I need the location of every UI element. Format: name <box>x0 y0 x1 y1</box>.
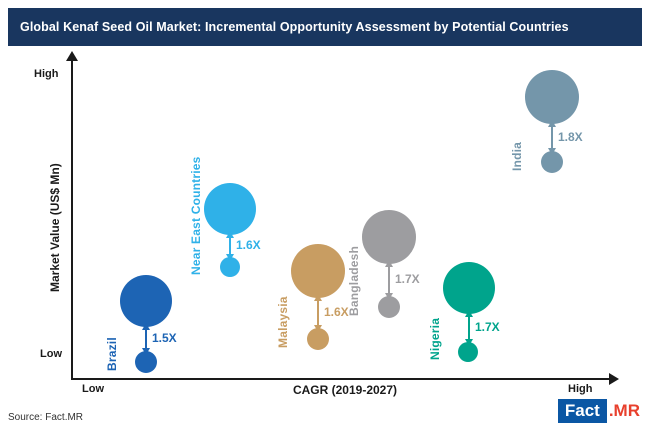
source-note: Source: Fact.MR <box>8 412 84 423</box>
x-tick-high: High <box>568 383 593 395</box>
country-label-nigeria: Nigeria <box>428 317 442 360</box>
bubble-large-malaysia <box>291 244 345 298</box>
x-tick-low: Low <box>82 383 104 395</box>
bubble-small-nigeria <box>458 342 478 362</box>
multiplier-label-brazil: 1.5X <box>152 331 177 345</box>
x-axis-line <box>71 378 611 380</box>
y-axis-arrow-icon <box>66 51 78 61</box>
bubble-small-bangladesh <box>378 296 400 318</box>
country-label-india: India <box>510 141 524 171</box>
bubble-small-india <box>541 151 563 173</box>
bubble-small-brazil <box>135 351 157 373</box>
x-axis-title: CAGR (2019-2027) <box>292 383 398 397</box>
bubble-large-near-east-countries <box>204 183 256 235</box>
country-label-malaysia: Malaysia <box>276 296 290 348</box>
growth-arrow-icon-bangladesh <box>384 260 394 300</box>
bubble-large-india <box>525 70 579 124</box>
multiplier-label-nigeria: 1.7X <box>475 320 500 334</box>
factmr-logo: Fact .MR <box>557 399 640 424</box>
multiplier-label-india: 1.8X <box>558 129 583 144</box>
multiplier-label-malaysia: 1.6X <box>324 305 349 319</box>
country-label-near-east-countries: Near East Countries <box>189 156 203 275</box>
bubble-large-brazil <box>120 275 172 327</box>
factmr-logo-mr: .MR <box>608 401 640 421</box>
y-tick-high: High <box>34 68 59 80</box>
factmr-logo-fact: Fact <box>557 399 607 424</box>
multiplier-label-bangladesh: 1.7X <box>395 272 420 286</box>
page-title: Global Kenaf Seed Oil Market: Incrementa… <box>20 20 569 34</box>
y-axis-line <box>71 60 73 380</box>
bubble-small-near-east-countries <box>220 257 240 277</box>
growth-arrow-icon-malaysia <box>313 294 323 332</box>
growth-arrow-icon-nigeria <box>464 310 474 346</box>
title-bar: Global Kenaf Seed Oil Market: Incrementa… <box>8 8 642 46</box>
bubble-large-bangladesh <box>362 210 416 264</box>
multiplier-label-near-east-countries: 1.6X <box>236 238 261 252</box>
bubble-large-nigeria <box>443 262 495 314</box>
country-label-brazil: Brazil <box>105 337 119 371</box>
y-axis-title: Market Value (US$ Mn) <box>48 163 62 292</box>
country-label-bangladesh: Bangladesh <box>347 245 361 316</box>
growth-arrow-icon-india <box>547 120 557 155</box>
y-tick-low: Low <box>40 348 62 360</box>
bubble-small-malaysia <box>307 328 329 350</box>
x-axis-arrow-icon <box>609 373 619 385</box>
